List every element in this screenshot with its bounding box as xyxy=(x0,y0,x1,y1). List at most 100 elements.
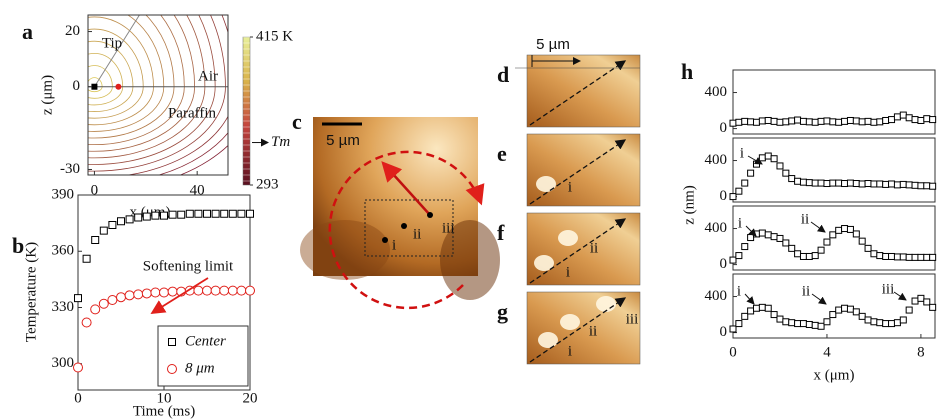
colorbar-tick-label: 415 K xyxy=(256,28,293,44)
data-point xyxy=(865,317,871,323)
data-point xyxy=(900,317,906,323)
data-point xyxy=(877,320,883,326)
data-point xyxy=(99,299,108,308)
site-label: i xyxy=(568,179,572,195)
data-point xyxy=(730,326,736,332)
x-tick-label: 40 xyxy=(190,182,205,198)
data-point xyxy=(830,180,836,186)
y-tick-label: -30 xyxy=(60,161,80,177)
y-tick-label: 360 xyxy=(52,243,75,259)
data-point xyxy=(765,153,771,159)
data-point xyxy=(221,210,228,217)
data-point xyxy=(229,210,236,217)
y-axis-label: z (nm) xyxy=(681,185,697,225)
data-point xyxy=(894,182,900,188)
data-point xyxy=(92,237,99,244)
data-point xyxy=(135,214,142,221)
x-tick-label: 20 xyxy=(243,390,258,406)
data-point xyxy=(237,286,246,295)
data-point xyxy=(126,216,133,223)
data-point xyxy=(912,254,918,260)
data-point xyxy=(853,231,859,237)
data-point xyxy=(818,247,824,253)
data-point xyxy=(777,235,783,241)
peak-label: ii xyxy=(802,283,810,299)
data-point xyxy=(783,119,789,125)
site-label: ii xyxy=(589,323,597,339)
data-point xyxy=(900,254,906,260)
peak-label: i xyxy=(740,145,744,161)
data-point xyxy=(771,156,777,162)
data-point xyxy=(842,226,848,232)
data-point xyxy=(143,213,150,220)
data-point xyxy=(228,286,237,295)
data-point xyxy=(777,119,783,125)
y-axis-label: z (μm) xyxy=(39,75,55,115)
data-point xyxy=(883,181,889,187)
y-tick-label: 20 xyxy=(65,23,80,39)
peak-label: i xyxy=(738,215,742,231)
data-point xyxy=(836,119,842,125)
data-point xyxy=(877,181,883,187)
isotherm xyxy=(0,0,246,184)
data-point xyxy=(906,254,912,260)
isotherm xyxy=(0,0,256,191)
data-point xyxy=(865,245,871,251)
data-point xyxy=(853,181,859,187)
data-point xyxy=(765,117,771,123)
panel-label: e xyxy=(497,141,507,166)
data-point xyxy=(777,163,783,169)
data-point xyxy=(742,180,748,186)
data-point xyxy=(836,227,842,233)
data-point xyxy=(748,170,754,176)
data-point xyxy=(742,244,748,250)
peak-label: ii xyxy=(801,211,809,227)
data-point xyxy=(806,321,812,327)
data-point xyxy=(847,306,853,312)
site-dot xyxy=(427,212,433,218)
data-point xyxy=(759,118,765,124)
x-axis-label: Time (ms) xyxy=(133,403,195,419)
data-point xyxy=(246,286,255,295)
data-point xyxy=(777,316,783,322)
data-point xyxy=(924,299,930,305)
data-point xyxy=(748,235,754,241)
y-tick-label: 0 xyxy=(720,324,728,340)
annotation: Softening limit xyxy=(143,258,234,274)
data-point xyxy=(742,313,748,319)
data-point xyxy=(824,181,830,187)
data-point xyxy=(930,183,936,189)
peak-arrow xyxy=(812,294,826,304)
data-point xyxy=(842,181,848,187)
data-point xyxy=(865,118,871,124)
peak-arrow xyxy=(894,292,906,300)
y-axis-label: Temperature (K) xyxy=(23,242,39,342)
data-point xyxy=(847,226,853,232)
data-point xyxy=(753,119,759,125)
data-point xyxy=(859,181,865,187)
melting-label: Tm xyxy=(271,134,290,150)
data-point xyxy=(75,295,82,302)
data-point xyxy=(168,287,177,296)
data-point xyxy=(883,253,889,259)
scale-bar-label: 5 µm xyxy=(536,36,570,53)
data-point xyxy=(859,119,865,125)
data-point xyxy=(806,119,812,125)
data-point xyxy=(894,254,900,260)
data-point xyxy=(795,117,801,123)
data-point xyxy=(765,232,771,238)
data-point xyxy=(211,286,220,295)
data-point xyxy=(783,240,789,246)
data-point xyxy=(871,319,877,325)
site-label: i xyxy=(568,343,572,359)
data-point xyxy=(795,251,801,257)
figure: a200-30040x (μm)z (μm)TipAirParaffin415 … xyxy=(0,0,940,420)
afm-feature xyxy=(300,220,390,280)
y-tick-label: 400 xyxy=(705,84,728,100)
data-point xyxy=(736,188,742,194)
data-point xyxy=(842,305,848,311)
data-point xyxy=(818,323,824,329)
data-point xyxy=(118,218,125,225)
data-point xyxy=(212,210,219,217)
data-point xyxy=(736,253,742,259)
